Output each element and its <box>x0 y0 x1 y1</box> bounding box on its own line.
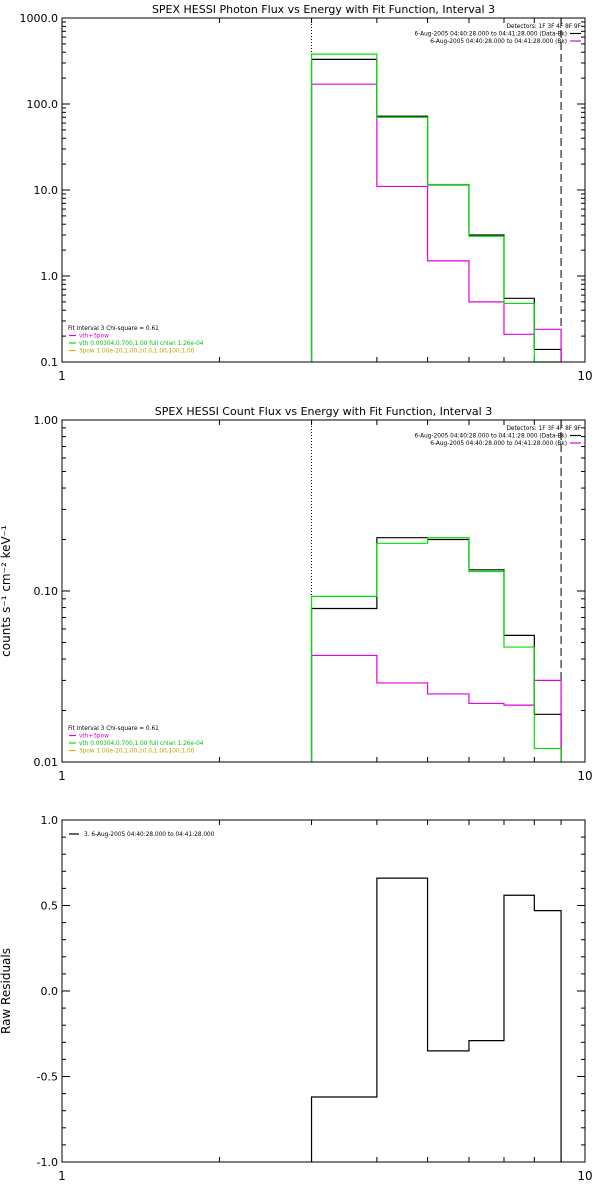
info-text: 6-Aug-2005 04:40:28.000 to 04:41:28.000 … <box>430 441 567 447</box>
y-tick-label: 1.0 <box>41 814 59 827</box>
y-tick-label: -1.0 <box>37 1156 58 1169</box>
plot-frame <box>61 17 586 363</box>
series-step-line-3 <box>310 537 562 762</box>
x-tick-label: 1 <box>58 769 66 783</box>
info-text: 6-Aug-2005 04:40:28.000 to 04:41:28.000 … <box>430 39 567 45</box>
y-tick-label: 10.0 <box>34 184 59 197</box>
y-tick-label: 1.0 <box>41 270 59 283</box>
info-text: 6-Aug-2005 04:40:28.000 to 04:41:28.000 … <box>415 32 567 38</box>
x-tick-label: 10 <box>577 1169 592 1183</box>
fit-legend-text: vth+3pow <box>79 734 109 740</box>
info-text: 6-Aug-2005 04:40:28.000 to 04:41:28.000 … <box>415 434 567 440</box>
x-tick-label: 10 <box>577 769 592 783</box>
y-tick-label: 0.0 <box>41 985 59 998</box>
chart-panel-2: SPEX HESSI Count Flux vs Energy with Fit… <box>0 405 593 783</box>
y-tick-label: 0.10 <box>34 585 59 598</box>
y-tick-label: 0.5 <box>41 900 59 913</box>
fit-legend-text: vth 0.00304,0.700,1.00 full chian 1.26e-… <box>79 341 204 347</box>
plot-frame <box>61 419 586 763</box>
y-tick-label: 1.00 <box>34 414 59 427</box>
series-step-line-1 <box>310 58 562 362</box>
x-tick-label: 10 <box>577 369 592 383</box>
x-tick-label: 1 <box>58 1169 66 1183</box>
chart-title: SPEX HESSI Count Flux vs Energy with Fit… <box>155 405 492 418</box>
legend-entry: 3. 6-Aug-2005 04:40:28.000 to 04:41:28.0… <box>84 832 215 838</box>
fit-legend-text: Fit Interval 3 Chi-square = 0.61 <box>68 326 159 332</box>
x-tick-label: 1 <box>58 369 66 383</box>
series-step-line-2 <box>310 654 562 762</box>
y-axis-label: Raw Residuals <box>0 948 13 1034</box>
fit-legend-text: vth 0.00304,0.700,1.00 full chian 1.26e-… <box>79 741 204 747</box>
chart-panel-3: Raw Residuals -1.0 -0.5 0.0 0.5 1.0 1 10 3. 6-Au… <box>0 814 593 1183</box>
fit-legend-text: 3pow 1.00e-20,1.00,10.0,1.00,100,1.00 <box>79 349 195 355</box>
y-tick-label: 100.0 <box>27 98 59 111</box>
chart-title: SPEX HESSI Photon Flux vs Energy with Fi… <box>152 3 495 16</box>
fit-legend-text: Fit Interval 3 Chi-square = 0.61 <box>68 726 159 732</box>
y-tick-label: -0.5 <box>37 1071 58 1084</box>
info-text: Detectors: 1F 3F 4F 8F 9F <box>506 24 581 30</box>
fit-legend-text: 3pow 1.00e-20,1.00,10.0,1.00,100,1.00 <box>79 749 195 755</box>
series-step-line-2 <box>310 83 562 362</box>
y-tick-label: 1000.0 <box>20 12 59 25</box>
chart-panel-1: SPEX HESSI Photon Flux vs Energy with Fi… <box>20 3 593 383</box>
plot-frame <box>61 819 586 1163</box>
y-tick-label: 0.01 <box>34 756 59 769</box>
info-text: Detectors: 1F 3F 4F 8F 9F <box>506 426 581 432</box>
y-axis-label: counts s⁻¹ cm⁻² keV⁻¹ <box>0 525 13 657</box>
series-step-line-1 <box>310 537 562 762</box>
series-step-line-3 <box>310 53 562 363</box>
series-step-line-1 <box>310 877 562 1162</box>
y-tick-label: 0.1 <box>41 356 59 369</box>
fit-legend-text: vth+3pow <box>79 334 109 340</box>
